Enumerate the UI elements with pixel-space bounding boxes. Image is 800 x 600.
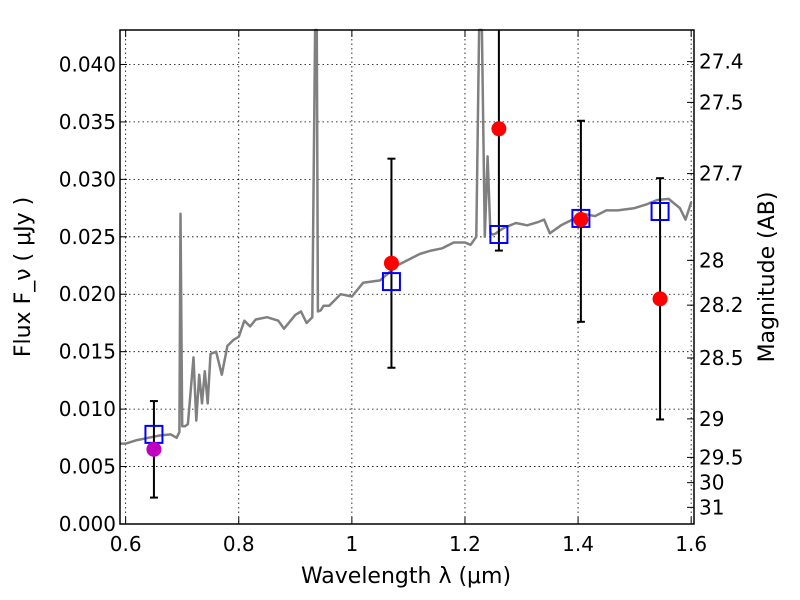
right-tick-label: 28.2 (699, 293, 744, 317)
model-square-marker (489, 224, 509, 244)
y-tick-label: 0.000 (59, 512, 116, 536)
right-tick-label: 27.5 (699, 90, 744, 114)
x-tick-label: 1 (345, 532, 358, 556)
y-axis-label: Flux F_ν ( μJy ) (11, 197, 36, 357)
right-tick-label: 27.4 (699, 50, 744, 74)
y-tick-label: 0.040 (59, 52, 116, 76)
model-square-marker (381, 272, 401, 292)
y-tick-label: 0.025 (59, 225, 116, 249)
x-tick-label: 0.8 (223, 532, 255, 556)
axis-ticks: 0.6 0.8 1 1.2 1.4 1.6 0.000 0.005 0.010 0.015 0.02… (59, 30, 744, 556)
y-tick-label: 0.030 (59, 167, 116, 191)
right-tick-label: 28 (699, 248, 724, 272)
right-axis-label: Magnitude (AB) (755, 192, 780, 363)
right-tick-label: 27.7 (699, 162, 744, 186)
observed-flux-marker (573, 212, 589, 228)
observed-flux-marker (652, 291, 668, 307)
spectrum-series (120, 28, 693, 445)
y-tick-label: 0.035 (59, 110, 116, 134)
plot-frame (119, 29, 695, 525)
model-square-marker (650, 202, 670, 222)
x-axis-label: Wavelength λ (μm) (301, 564, 511, 589)
right-tick-label: 29 (699, 407, 724, 431)
error-bars (149, 30, 665, 499)
x-tick-label: 1.4 (562, 532, 594, 556)
observed-flux-marker (146, 441, 162, 457)
observed-flux-marker (491, 121, 507, 137)
x-tick-label: 1.6 (675, 532, 707, 556)
observed-flux-marker (383, 255, 399, 271)
y-tick-label: 0.020 (59, 282, 116, 306)
y-tick-label: 0.010 (59, 397, 116, 421)
data-markers (144, 121, 670, 457)
y-tick-label: 0.005 (59, 455, 116, 479)
grid-lines (120, 30, 694, 525)
x-tick-label: 1.2 (449, 532, 481, 556)
right-tick-label: 29.5 (699, 445, 744, 469)
y-tick-label: 0.015 (59, 340, 116, 364)
right-tick-label: 30 (699, 471, 724, 495)
spectrum-line (120, 28, 693, 445)
right-tick-label: 28.5 (699, 346, 744, 370)
right-tick-label: 31 (699, 495, 724, 519)
x-tick-label: 0.6 (110, 532, 142, 556)
